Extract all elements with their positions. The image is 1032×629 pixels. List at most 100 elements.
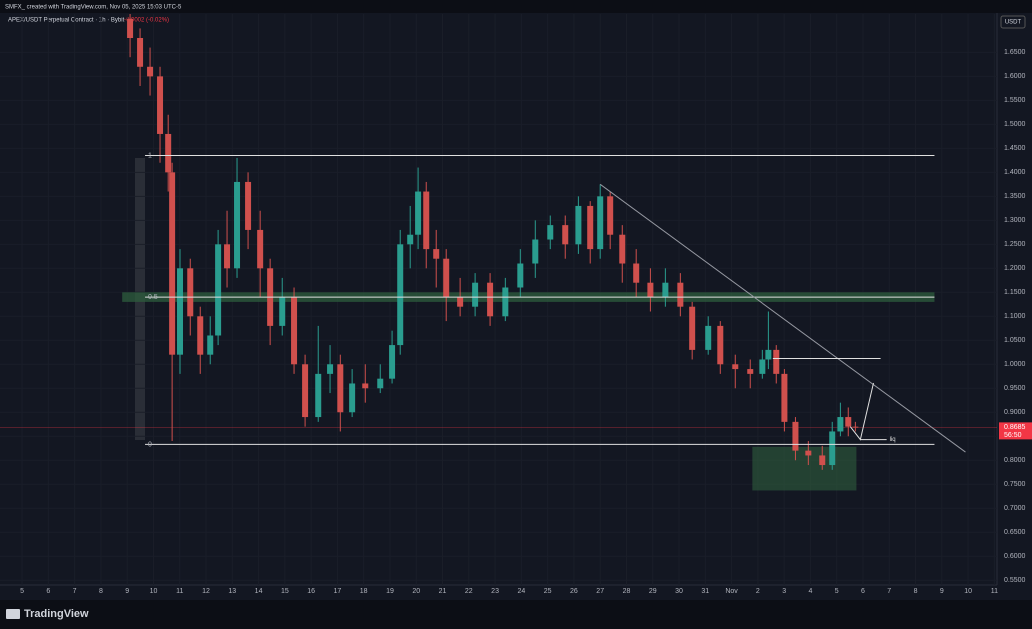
- candle-body: [852, 426, 859, 428]
- candle-body: [575, 205, 582, 245]
- x-tick-label: 22: [465, 588, 473, 595]
- x-tick-label: 3: [782, 588, 786, 595]
- x-tick-label: 28: [623, 588, 631, 595]
- candle-body: [732, 364, 739, 370]
- x-tick-label: 21: [439, 588, 447, 595]
- candle-body: [415, 191, 422, 235]
- candle-body: [845, 417, 852, 427]
- candle-body: [597, 196, 604, 250]
- x-tick-label: 6: [861, 588, 865, 595]
- candle-body: [689, 306, 696, 350]
- x-tick-label: 16: [307, 588, 315, 595]
- x-tick-label: 8: [99, 588, 103, 595]
- candle-body: [187, 268, 194, 317]
- candle-body: [407, 234, 414, 245]
- candle-body: [207, 335, 214, 355]
- y-tick-label: 1.0000: [1004, 361, 1026, 368]
- x-tick-label: 10: [150, 588, 158, 595]
- candle-body: [137, 37, 144, 67]
- x-tick-label: 14: [255, 588, 263, 595]
- x-tick-label: 7: [73, 588, 77, 595]
- candle-body: [245, 181, 252, 230]
- x-tick-label: 27: [596, 588, 604, 595]
- candle-body: [619, 234, 626, 264]
- candle-body: [224, 244, 231, 269]
- y-tick-label: 1.4000: [1004, 169, 1026, 176]
- y-tick-label: 1.6500: [1004, 49, 1026, 56]
- y-tick-label: 0.7000: [1004, 505, 1026, 512]
- candle-body: [302, 364, 309, 418]
- candle-body: [677, 282, 684, 307]
- candle-body: [532, 239, 539, 264]
- x-tick-label: 2: [756, 588, 760, 595]
- y-tick-label: 0.6500: [1004, 529, 1026, 536]
- x-tick-label: 4: [808, 588, 812, 595]
- candle-body: [443, 258, 450, 298]
- candle-body: [472, 282, 479, 307]
- candle-body: [502, 287, 509, 317]
- x-tick-label: 18: [360, 588, 368, 595]
- y-tick-label: 1.3500: [1004, 193, 1026, 200]
- x-tick-label: 11: [991, 588, 998, 595]
- candle-body: [362, 383, 369, 389]
- candle-body: [759, 359, 766, 374]
- candle-body: [805, 450, 812, 456]
- candle-body: [423, 191, 430, 250]
- x-tick-label: 23: [491, 588, 499, 595]
- candle-body: [547, 225, 554, 240]
- currency-box: [1000, 15, 1026, 29]
- x-tick-label: 30: [675, 588, 683, 595]
- y-tick-label: 1.6000: [1004, 73, 1026, 80]
- candle-body: [765, 349, 772, 360]
- candle-body: [433, 249, 440, 259]
- candle-body: [633, 263, 640, 283]
- x-tick-label: Nov: [725, 588, 738, 595]
- x-tick-label: 24: [517, 588, 525, 595]
- x-tick-label: 10: [964, 588, 972, 595]
- y-tick-label: 0.7500: [1004, 481, 1026, 488]
- candle-body: [215, 244, 222, 336]
- candle-body: [457, 297, 464, 307]
- candle-body: [377, 378, 384, 389]
- y-tick-label: 1.3000: [1004, 217, 1026, 224]
- candle-body: [389, 345, 396, 379]
- candle-body: [157, 76, 164, 134]
- fib-label: 0: [148, 441, 152, 448]
- x-tick-label: 31: [701, 588, 709, 595]
- x-tick-label: 17: [334, 588, 342, 595]
- y-tick-label: 0.8000: [1004, 457, 1026, 464]
- candle-body: [587, 205, 594, 250]
- candle-body: [647, 282, 654, 298]
- fib-label: 0.5: [148, 294, 158, 301]
- footer-bar: [0, 600, 1032, 629]
- candle-body: [705, 325, 712, 350]
- candle-body: [279, 297, 286, 326]
- price-change: -0.0002 (-0.02%): [124, 18, 169, 24]
- y-tick-label: 1.2000: [1004, 265, 1026, 272]
- header-text: SMFX_ created with TradingView.com, Nov …: [5, 5, 182, 11]
- candle-body: [177, 268, 184, 355]
- candle-body: [127, 18, 134, 38]
- logo-icon: [6, 609, 20, 619]
- y-tick-label: 1.5500: [1004, 97, 1026, 104]
- x-tick-label: 13: [228, 588, 236, 595]
- y-tick-label: 1.4500: [1004, 145, 1026, 152]
- y-tick-label: 0.9000: [1004, 409, 1026, 416]
- candle-body: [337, 364, 344, 413]
- candle-body: [747, 369, 754, 374]
- candle-body: [792, 421, 799, 451]
- candle-body: [147, 66, 154, 77]
- candle-body: [234, 181, 241, 269]
- candle-body: [662, 282, 669, 298]
- x-tick-label: 19: [386, 588, 394, 595]
- x-tick-label: 9: [125, 588, 129, 595]
- candle-body: [197, 316, 204, 355]
- projection: [849, 382, 874, 441]
- last-price-box: [999, 422, 1032, 440]
- trendline: [599, 183, 966, 453]
- y-tick-label: 0.5500: [1004, 577, 1026, 584]
- x-tick-label: 7: [887, 588, 891, 595]
- x-tick-label: 11: [176, 588, 183, 595]
- countdown: 56:50: [1004, 432, 1022, 439]
